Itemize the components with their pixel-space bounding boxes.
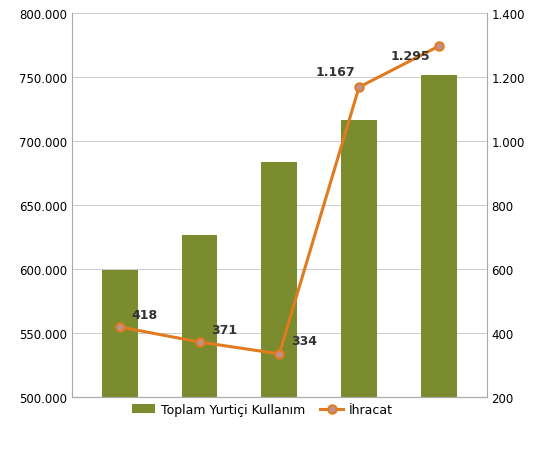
- Text: 1.167: 1.167: [315, 65, 355, 78]
- Line: İhracat: İhracat: [116, 43, 443, 358]
- İhracat: [117, 325, 123, 330]
- Legend: Toplam Yurtiçi Kullanım, İhracat: Toplam Yurtiçi Kullanım, İhracat: [127, 398, 398, 421]
- İhracat: [435, 44, 442, 50]
- Bar: [262, 163, 297, 451]
- Text: 371: 371: [211, 323, 238, 336]
- Text: 334: 334: [291, 335, 317, 348]
- Bar: [102, 271, 138, 451]
- Bar: [341, 121, 377, 451]
- İhracat: [196, 340, 203, 345]
- Text: 1.295: 1.295: [391, 50, 431, 63]
- Bar: [421, 76, 457, 451]
- İhracat: [356, 85, 362, 91]
- Bar: [181, 236, 217, 451]
- Text: 418: 418: [132, 308, 158, 321]
- İhracat: [276, 351, 283, 357]
